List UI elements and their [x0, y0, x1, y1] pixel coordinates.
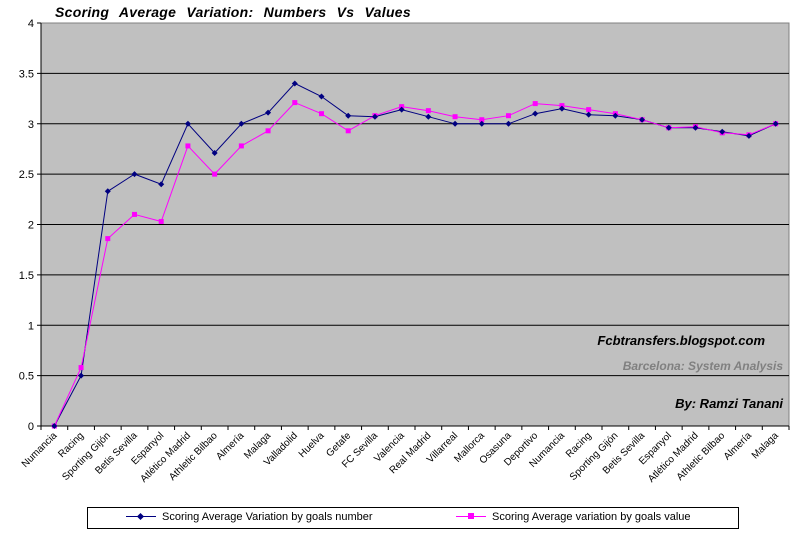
author-annotation: By: Ramzi Tanani	[675, 396, 783, 411]
series-1-point	[665, 124, 672, 131]
series-2-line	[53, 102, 776, 427]
series-1-point	[612, 112, 619, 119]
series-1-point	[104, 188, 111, 195]
y-tick-label: 3.5	[19, 68, 34, 80]
series-1-point	[184, 120, 191, 127]
series-1-point	[238, 120, 245, 127]
square-marker-icon	[468, 513, 474, 519]
x-tick-label: Almería	[722, 430, 754, 462]
series-2-point	[132, 211, 137, 217]
x-tick-label: Athletic Bilbao	[675, 430, 728, 483]
y-tick-label: 1	[28, 320, 34, 332]
series-1-point	[318, 93, 325, 100]
series-1-point	[291, 80, 298, 87]
series-2-point	[425, 108, 431, 114]
series-1-point	[265, 109, 272, 116]
series-1-point	[398, 106, 405, 113]
series-1-point	[452, 120, 459, 127]
series-2-point	[559, 103, 565, 109]
subtitle-annotation: Barcelona: System Analysis	[623, 359, 784, 373]
series-2-point	[185, 143, 191, 149]
series-1-point	[745, 132, 752, 139]
series-1-point	[558, 105, 565, 112]
series-2-point	[319, 111, 324, 117]
legend-item-series-2: Scoring Average variation by goals value	[456, 511, 691, 523]
series-2-point	[105, 236, 111, 242]
series-2-point	[586, 107, 592, 113]
series-1-point	[345, 112, 352, 119]
series-2-point	[265, 128, 271, 134]
x-tick-label: Almería	[214, 430, 246, 462]
y-tick-label: 2.5	[19, 169, 34, 181]
series-2-point	[78, 365, 84, 371]
series-1-point	[692, 124, 699, 131]
series-1-point	[131, 171, 138, 178]
series-2-point	[532, 101, 538, 107]
series-1-point	[532, 110, 539, 117]
chart-title: Scoring Average Variation: Numbers Vs Va…	[55, 4, 411, 20]
series-2-point	[158, 218, 164, 224]
series-2-point	[345, 128, 351, 134]
series-1-point	[772, 120, 779, 127]
series-markers	[51, 80, 779, 429]
series-2-point	[506, 113, 511, 119]
series-2-point	[238, 143, 244, 149]
series-1-point	[505, 120, 512, 127]
x-tick-label: Huelva	[297, 430, 327, 460]
y-axis: 0 0.5 1 1.5 2 2.5 3 3.5 4	[19, 18, 42, 433]
series-1-point	[371, 113, 378, 120]
series-1-point	[78, 372, 85, 379]
y-tick-label: 1.5	[19, 270, 34, 282]
legend-label-series-2: Scoring Average variation by goals value	[492, 511, 691, 523]
series-2-point	[479, 117, 485, 123]
x-tick-label: Athletic Bilbao	[167, 430, 220, 483]
series-1-point	[639, 116, 646, 123]
site-annotation: Fcbtransfers.blogspot.com	[597, 333, 765, 348]
series-lines	[53, 82, 776, 427]
legend-item-series-1: Scoring Average Variation by goals numbe…	[126, 511, 373, 523]
series-1-point	[158, 181, 165, 188]
y-tick-label: 0.5	[19, 371, 34, 383]
series-1-point	[478, 120, 485, 127]
series-1-point	[425, 113, 432, 120]
y-tick-label: 4	[28, 18, 34, 30]
legend-line-series-2	[456, 512, 486, 522]
x-tick-label: Numancia	[20, 430, 60, 470]
chart-legend: Scoring Average Variation by goals numbe…	[87, 507, 739, 529]
series-2-point	[212, 171, 218, 177]
y-tick-label: 0	[28, 421, 34, 433]
line-chart: 0 0.5 1 1.5 2 2.5 3 3.5 4 NumanciaRacingSporting…	[19, 18, 790, 485]
diamond-marker-icon	[136, 512, 145, 521]
legend-label-series-1: Scoring Average Variation by goals numbe…	[162, 511, 373, 523]
series-1-point	[585, 111, 592, 118]
y-tick-label: 3	[28, 119, 34, 131]
series-1-point	[719, 128, 726, 135]
series-2-point	[292, 100, 298, 106]
series-2-point	[399, 104, 405, 110]
series-2-point	[452, 114, 458, 120]
series-1-point	[51, 423, 58, 429]
legend-line-series-1	[126, 512, 156, 522]
series-1-point	[211, 149, 218, 156]
x-tick-label: Malaga	[750, 430, 781, 461]
y-tick-label: 2	[28, 220, 34, 232]
